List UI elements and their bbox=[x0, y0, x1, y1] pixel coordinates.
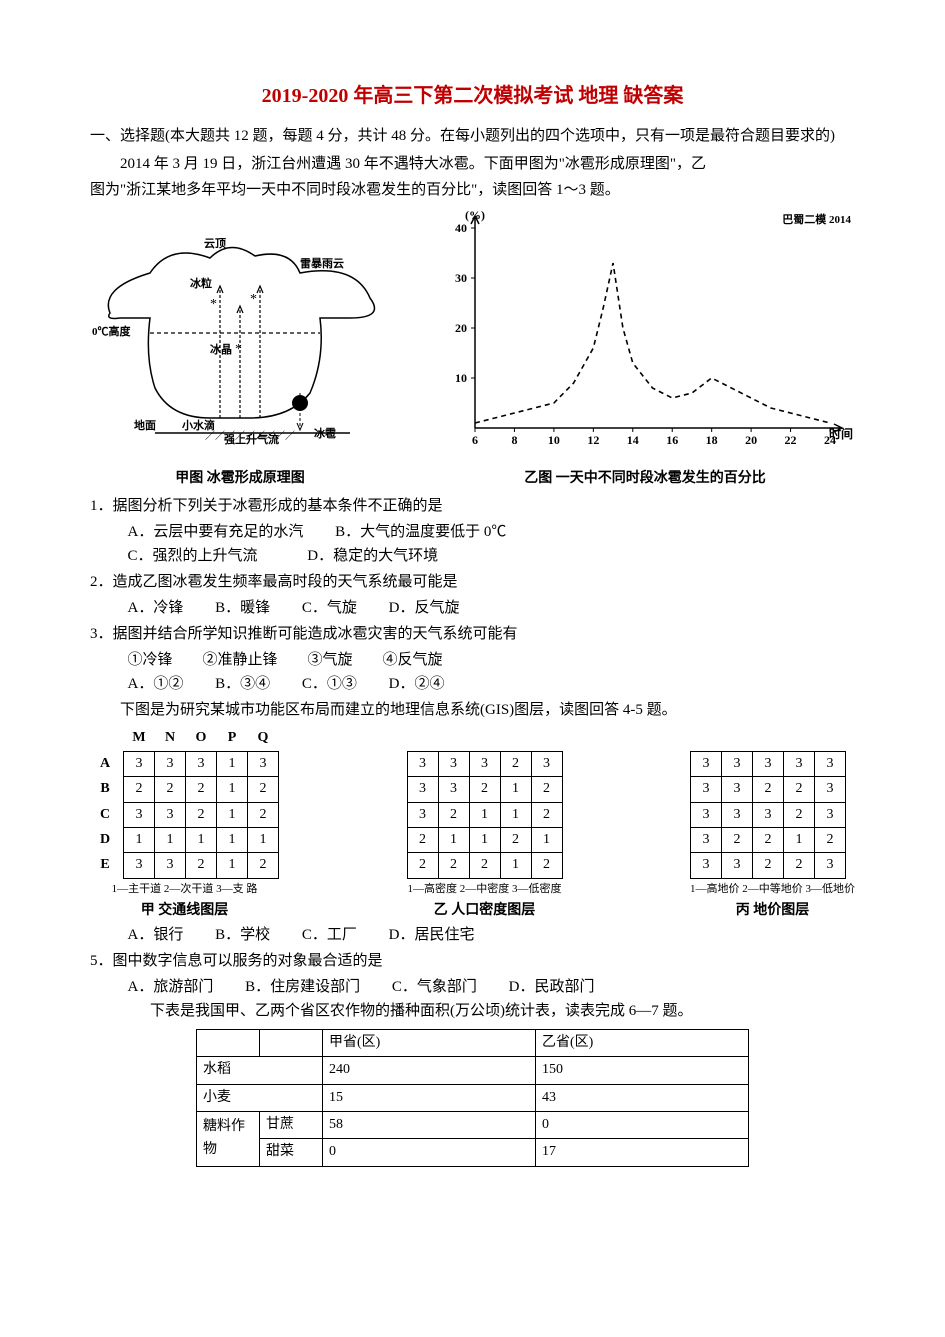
q2-A: A．冷锋 bbox=[128, 600, 184, 616]
q5-C: C．气象部门 bbox=[392, 979, 477, 995]
gis-row: MNOPQA33313B22212C33212D11111E33212 1—主干… bbox=[90, 726, 855, 922]
fig-yi-caption: 乙图 一天中不同时段冰雹发生的百分比 bbox=[435, 468, 855, 490]
svg-text:8: 8 bbox=[511, 433, 517, 447]
q4-A: A．银行 bbox=[128, 927, 184, 943]
q2-B: B．暖锋 bbox=[215, 600, 270, 616]
q1-D: D．稳定的大气环境 bbox=[307, 548, 438, 564]
svg-text:20: 20 bbox=[455, 321, 467, 335]
svg-text:10: 10 bbox=[455, 371, 467, 385]
y-axis-label: (%) bbox=[465, 206, 485, 225]
gis-yi-block: 3332333212321122112122212 1—高密度 2—中密度 3—… bbox=[407, 726, 563, 922]
q4-D: D．居民住宅 bbox=[389, 927, 475, 943]
q2-C: C．气旋 bbox=[302, 600, 357, 616]
gis-jia-title: 甲 交通线图层 bbox=[90, 900, 279, 922]
q3-C: C．①③ bbox=[302, 676, 357, 692]
label-zero: 0℃高度 bbox=[92, 324, 131, 342]
gis-bing-table: 3333333223333233221233223 bbox=[690, 726, 846, 878]
label-ice-crystal: 冰晶 bbox=[210, 342, 232, 360]
q1-A: A．云层中要有充足的水汽 bbox=[128, 524, 304, 540]
q5-opts: A．旅游部门 B．住房建设部门 C．气象部门 D．民政部门 bbox=[90, 975, 855, 999]
svg-text:20: 20 bbox=[745, 433, 757, 447]
label-ice: 冰粒 bbox=[190, 276, 212, 294]
figure-yi: 巴蜀二模 2014 40302010681012141618202224 (%)… bbox=[435, 208, 855, 490]
svg-text:16: 16 bbox=[666, 433, 678, 447]
label-updraft: 强上升气流 bbox=[224, 432, 279, 450]
figure-row: * * * ／／／／／／／／／ 云顶 雷暴雨云 冰粒 0℃高度 冰晶 地面 小水… bbox=[90, 208, 855, 490]
q2-D: D．反气旋 bbox=[389, 600, 460, 616]
svg-text:18: 18 bbox=[706, 433, 718, 447]
svg-text:*: * bbox=[235, 342, 242, 357]
crop-table: 甲省(区)乙省(区)水稻240150小麦1543糖料作物甘蔗580甜菜017 bbox=[196, 1029, 749, 1167]
gis-jia-table: MNOPQA33313B22212C33212D11111E33212 bbox=[90, 726, 279, 878]
figure-jia: * * * ／／／／／／／／／ 云顶 雷暴雨云 冰粒 0℃高度 冰晶 地面 小水… bbox=[90, 218, 390, 490]
q3-A: A．①② bbox=[128, 676, 184, 692]
q1-opts-row1: A．云层中要有充足的水汽 B．大气的温度要低于 0℃ bbox=[90, 520, 855, 544]
svg-text:30: 30 bbox=[455, 271, 467, 285]
hail-diagram-svg: * * * ／／／／／／／／／ bbox=[90, 218, 390, 448]
gis-bing-block: 3333333223333233221233223 1—高地价 2—中等地价 3… bbox=[690, 726, 855, 922]
hail-chart-svg: 40302010681012141618202224 bbox=[435, 208, 855, 448]
q2-opts: A．冷锋 B．暖锋 C．气旋 D．反气旋 bbox=[90, 596, 855, 620]
q1-opts-row2: C．强烈的上升气流 D．稳定的大气环境 bbox=[90, 544, 855, 568]
svg-text:14: 14 bbox=[627, 433, 639, 447]
intro-line-2: 图为"浙江某地多年平均一天中不同时段冰雹发生的百分比"，读图回答 1～3 题。 bbox=[90, 178, 855, 202]
svg-text:12: 12 bbox=[587, 433, 599, 447]
gis-bing-title: 丙 地价图层 bbox=[690, 900, 855, 922]
q3-stem: 3．据图并结合所学知识推断可能造成冰雹灾害的天气系统可能有 bbox=[90, 622, 855, 646]
label-thunder-cloud: 雷暴雨云 bbox=[300, 256, 344, 274]
label-cloud-top: 云顶 bbox=[204, 236, 226, 254]
gis-yi-title: 乙 人口密度图层 bbox=[407, 900, 563, 922]
page-title: 2019-2020 年高三下第二次模拟考试 地理 缺答案 bbox=[90, 80, 855, 112]
q4-B: B．学校 bbox=[215, 927, 270, 943]
gis-jia-legend: 1—主干道 2—次干道 3—支 路 bbox=[90, 881, 279, 899]
svg-text:*: * bbox=[210, 297, 217, 312]
x-axis-label: 时间 bbox=[829, 425, 853, 444]
gis-bing-legend: 1—高地价 2—中等地价 3—低地价 bbox=[690, 881, 855, 899]
q1-B: B．大气的温度要低于 0℃ bbox=[335, 524, 506, 540]
q3-line2: ①冷锋 ②准静止锋 ③气旋 ④反气旋 bbox=[90, 648, 855, 672]
q3-B: B．③④ bbox=[215, 676, 270, 692]
q3-D: D．②④ bbox=[389, 676, 445, 692]
watermark: 巴蜀二模 2014 bbox=[782, 212, 851, 230]
table-intro: 下表是我国甲、乙两个省区农作物的播种面积(万公顷)统计表，读表完成 6—7 题。 bbox=[90, 999, 855, 1023]
q5-stem: 5．图中数字信息可以服务的对象最合适的是 bbox=[90, 949, 855, 973]
q4-opts: A．银行 B．学校 C．工厂 D．居民住宅 bbox=[90, 923, 855, 947]
gis-intro: 下图是为研究某城市功能区布局而建立的地理信息系统(GIS)图层，读图回答 4-5… bbox=[90, 698, 855, 722]
svg-text:10: 10 bbox=[548, 433, 560, 447]
svg-text:*: * bbox=[250, 292, 257, 307]
label-droplet: 小水滴 bbox=[182, 418, 215, 436]
gis-yi-table: 3332333212321122112122212 bbox=[407, 726, 563, 878]
q2-stem: 2．造成乙图冰雹发生频率最高时段的天气系统最可能是 bbox=[90, 570, 855, 594]
q4-C: C．工厂 bbox=[302, 927, 357, 943]
q5-D: D．民政部门 bbox=[509, 979, 595, 995]
label-hail: 冰雹 bbox=[314, 426, 336, 444]
svg-text:6: 6 bbox=[472, 433, 478, 447]
fig-jia-caption: 甲图 冰雹形成原理图 bbox=[90, 468, 390, 490]
q3-opts: A．①② B．③④ C．①③ D．②④ bbox=[90, 672, 855, 696]
gis-yi-legend: 1—高密度 2—中密度 3—低密度 bbox=[407, 881, 563, 899]
intro-line-1: 2014 年 3 月 19 日，浙江台州遭遇 30 年不遇特大冰雹。下面甲图为"… bbox=[90, 152, 855, 176]
label-ground: 地面 bbox=[134, 418, 156, 436]
q1-C: C．强烈的上升气流 bbox=[128, 548, 258, 564]
q5-B: B．住房建设部门 bbox=[245, 979, 360, 995]
q1-stem: 1．据图分析下列关于冰雹形成的基本条件不正确的是 bbox=[90, 494, 855, 518]
svg-text:22: 22 bbox=[785, 433, 797, 447]
section-head: 一、选择题(本大题共 12 题，每题 4 分，共计 48 分。在每小题列出的四个… bbox=[90, 124, 855, 148]
gis-jia-block: MNOPQA33313B22212C33212D11111E33212 1—主干… bbox=[90, 726, 279, 922]
q5-A: A．旅游部门 bbox=[128, 979, 214, 995]
